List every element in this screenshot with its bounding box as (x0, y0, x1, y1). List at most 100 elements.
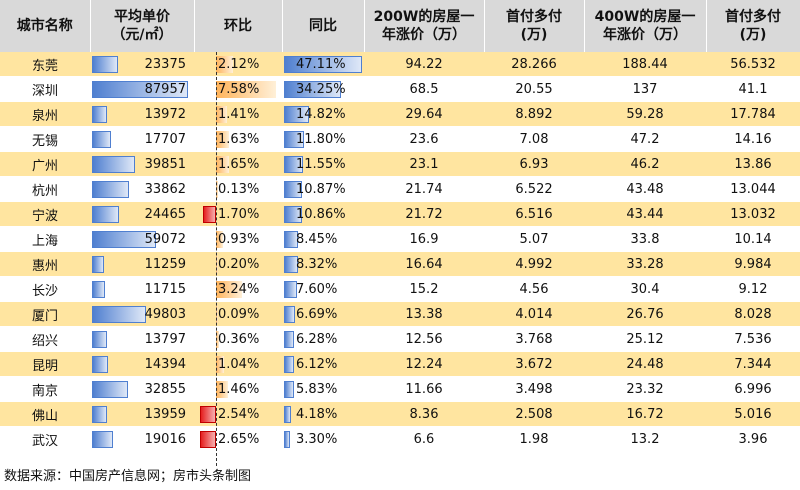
mom-cell: 3.24% (194, 276, 282, 302)
avg-price-value: 11259 (144, 256, 186, 272)
mom-value: 0.20% (218, 256, 260, 272)
mom-value: 1.65% (218, 156, 260, 172)
rise-400w-value: 24.48 (584, 351, 706, 377)
city-name: 长沙 (0, 276, 90, 302)
city-name: 南京 (0, 376, 90, 402)
rise-200w-value: 15.2 (364, 276, 484, 302)
mom-cell: 1.46% (194, 376, 282, 402)
down-payment-400w-value: 14.16 (706, 126, 800, 152)
yoy-value: 6.12% (296, 356, 338, 372)
rise-400w-value: 137 (584, 76, 706, 102)
avg-price-value: 13972 (144, 106, 186, 122)
yoy-value: 8.45% (296, 231, 338, 247)
mom-value: 2.54% (218, 406, 260, 422)
yoy-value: 34.25% (296, 81, 346, 97)
mom-positive-bar (216, 355, 224, 373)
mom-positive-bar (216, 230, 223, 248)
rise-400w-value: 188.44 (584, 52, 706, 77)
yoy-bar (284, 330, 294, 348)
city-name: 昆明 (0, 351, 90, 377)
rise-200w-value: 12.56 (364, 326, 484, 352)
city-name: 佛山 (0, 401, 90, 427)
header-rise-200w: 200W的房屋一 年涨价（万） (364, 0, 485, 52)
avg-price-cell: 14394 (90, 351, 194, 377)
yoy-value: 14.82% (296, 106, 346, 122)
yoy-value: 11.55% (296, 156, 346, 172)
yoy-cell: 11.55% (282, 151, 364, 177)
down-payment-400w-value: 3.96 (706, 426, 800, 452)
table-row: 宁波 24465 1.70% 10.86% 21.72 6.516 43.44 13.032 (0, 201, 800, 227)
header-down-payment-200w: 首付多付 (万) (484, 0, 585, 52)
mom-cell: 1.70% (194, 201, 282, 227)
yoy-cell: 8.32% (282, 251, 364, 277)
mom-value: 0.36% (218, 331, 260, 347)
mom-positive-bar (216, 105, 227, 123)
rise-400w-value: 47.2 (584, 126, 706, 152)
avg-price-value: 11715 (144, 281, 186, 297)
mom-positive-bar (216, 330, 219, 348)
avg-price-bar (92, 255, 104, 273)
avg-price-cell: 33862 (90, 176, 194, 202)
rise-200w-value: 29.64 (364, 101, 484, 127)
avg-price-bar (92, 380, 128, 398)
down-payment-200w-value: 6.93 (484, 151, 584, 177)
header-down-payment-400w: 首付多付 (万) (706, 0, 800, 52)
avg-price-cell: 11259 (90, 251, 194, 277)
yoy-bar (284, 80, 341, 98)
down-payment-400w-value: 13.044 (706, 176, 800, 202)
avg-price-cell: 19016 (90, 426, 194, 452)
avg-price-value: 32855 (144, 381, 186, 397)
mom-value: 0.13% (218, 181, 260, 197)
rise-400w-value: 46.2 (584, 151, 706, 177)
down-payment-400w-value: 7.536 (706, 326, 800, 352)
yoy-value: 6.28% (296, 331, 338, 347)
mom-positive-bar (216, 255, 218, 273)
avg-price-cell: 13797 (90, 326, 194, 352)
yoy-bar (284, 180, 302, 198)
mom-value: 7.58% (218, 81, 260, 97)
yoy-bar (284, 380, 294, 398)
avg-price-bar (92, 130, 111, 148)
mom-negative-bar (203, 205, 216, 223)
mom-value: 2.65% (218, 431, 260, 447)
yoy-cell: 11.80% (282, 126, 364, 152)
down-payment-200w-value: 6.516 (484, 201, 584, 227)
down-payment-200w-value: 4.014 (484, 301, 584, 327)
mom-cell: 0.13% (194, 176, 282, 202)
rise-200w-value: 12.24 (364, 351, 484, 377)
header-avg-price: 平均单价 （元/㎡） (90, 0, 195, 52)
rise-200w-value: 16.64 (364, 251, 484, 277)
rise-400w-value: 23.32 (584, 376, 706, 402)
rise-200w-value: 8.36 (364, 401, 484, 427)
mom-cell: 1.63% (194, 126, 282, 152)
yoy-cell: 10.87% (282, 176, 364, 202)
yoy-cell: 6.69% (282, 301, 364, 327)
yoy-value: 4.18% (296, 406, 338, 422)
mom-positive-bar (216, 180, 218, 198)
mom-value: 2.12% (218, 56, 260, 72)
city-name: 武汉 (0, 426, 90, 452)
mom-value: 1.04% (218, 356, 260, 372)
mom-positive-bar (216, 280, 242, 298)
city-name: 惠州 (0, 251, 90, 277)
mom-positive-bar (216, 380, 228, 398)
city-name: 深圳 (0, 76, 90, 102)
yoy-cell: 34.25% (282, 76, 364, 102)
mom-cell: 2.54% (194, 401, 282, 427)
mom-cell: 1.04% (194, 351, 282, 377)
avg-price-bar (92, 180, 129, 198)
avg-price-cell: 17707 (90, 126, 194, 152)
yoy-cell: 6.12% (282, 351, 364, 377)
city-price-table: 城市名称 平均单价 （元/㎡） 环比 同比 200W的房屋一 年涨价（万） 首付… (0, 0, 800, 452)
down-payment-200w-value: 3.498 (484, 376, 584, 402)
down-payment-400w-value: 13.032 (706, 201, 800, 227)
mom-value: 1.70% (218, 206, 260, 222)
down-payment-400w-value: 7.344 (706, 351, 800, 377)
yoy-cell: 4.18% (282, 401, 364, 427)
avg-price-bar (92, 230, 156, 248)
down-payment-200w-value: 4.992 (484, 251, 584, 277)
down-payment-400w-value: 9.984 (706, 251, 800, 277)
rise-400w-value: 26.76 (584, 301, 706, 327)
yoy-cell: 10.86% (282, 201, 364, 227)
down-payment-400w-value: 13.86 (706, 151, 800, 177)
